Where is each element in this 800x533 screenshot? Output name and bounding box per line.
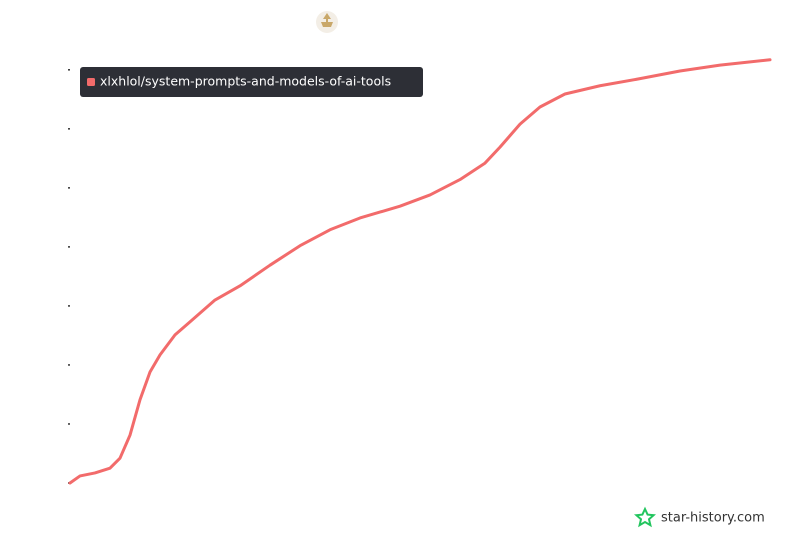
series-line xyxy=(68,58,772,485)
avatar xyxy=(316,11,338,33)
legend-label: xlxhlol/system-prompts-and-models-of-ai-… xyxy=(100,74,391,89)
watermark: star-history.com xyxy=(633,506,765,528)
watermark-text: star-history.com xyxy=(661,511,765,526)
legend-swatch xyxy=(87,78,95,86)
legend: xlxhlol/system-prompts-and-models-of-ai-… xyxy=(80,67,423,97)
